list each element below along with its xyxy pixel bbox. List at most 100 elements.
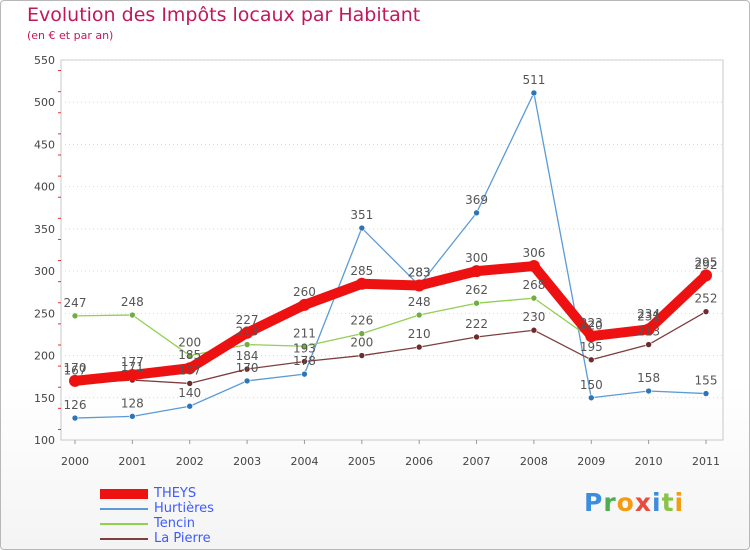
logo-letter: i xyxy=(652,488,662,517)
data-point xyxy=(298,298,311,311)
data-point xyxy=(473,333,480,341)
legend-swatch xyxy=(100,508,148,510)
data-point xyxy=(473,209,480,217)
data-label: 126 xyxy=(64,398,87,412)
data-label: 247 xyxy=(64,296,87,310)
data-label: 234 xyxy=(637,307,660,321)
data-point xyxy=(186,352,194,359)
data-label: 158 xyxy=(637,371,660,385)
data-point xyxy=(358,352,366,359)
logo-letter: r xyxy=(603,488,617,517)
data-label: 210 xyxy=(408,327,431,341)
data-point xyxy=(71,414,79,422)
data-point xyxy=(355,277,368,290)
y-tick-label: 250 xyxy=(34,307,55,320)
data-label: 222 xyxy=(465,317,488,331)
data-label: 231 xyxy=(637,309,660,323)
x-tick-label: 2002 xyxy=(176,455,204,468)
data-point xyxy=(415,311,423,319)
data-point xyxy=(241,326,254,339)
y-tick-label: 500 xyxy=(34,96,55,109)
data-point xyxy=(69,374,81,387)
data-point xyxy=(301,342,308,350)
data-label: 170 xyxy=(236,361,259,375)
x-tick-label: 2003 xyxy=(233,455,261,468)
data-label: 292 xyxy=(695,258,718,272)
series-line xyxy=(70,261,711,386)
data-point xyxy=(186,402,194,410)
data-label: 252 xyxy=(695,292,718,306)
data-label: 200 xyxy=(178,336,201,350)
data-point xyxy=(413,279,426,292)
proxiti-logo: Proxiti xyxy=(584,488,684,517)
legend-label: Tencin xyxy=(154,516,195,531)
series-line xyxy=(74,92,707,419)
chart-title: Evolution des Impôts locaux par Habitant xyxy=(27,4,421,26)
data-label: 178 xyxy=(293,354,316,368)
data-point xyxy=(587,394,595,402)
legend-label: Hurtières xyxy=(154,501,214,516)
data-point xyxy=(186,380,194,387)
data-label: 193 xyxy=(293,341,316,355)
x-tick-label: 2011 xyxy=(692,455,720,468)
y-tick-label: 450 xyxy=(34,138,55,151)
data-label: 200 xyxy=(350,336,373,350)
x-tick-label: 2000 xyxy=(61,455,89,468)
data-point xyxy=(585,330,598,343)
data-point xyxy=(702,390,710,397)
data-label: 167 xyxy=(178,363,201,377)
y-tick-label: 300 xyxy=(34,265,55,278)
data-label: 268 xyxy=(522,278,545,292)
data-label: 260 xyxy=(293,285,316,299)
data-point xyxy=(530,326,538,334)
data-point xyxy=(587,356,595,364)
data-label: 185 xyxy=(178,348,201,362)
plot-area xyxy=(60,59,724,441)
data-point xyxy=(415,343,423,351)
legend-label: La Pierre xyxy=(154,531,211,546)
data-label: 227 xyxy=(236,313,259,327)
y-tick-label: 400 xyxy=(34,181,55,194)
y-tick-label: 200 xyxy=(34,350,55,363)
data-point xyxy=(301,358,308,365)
data-label: 220 xyxy=(580,319,603,333)
data-label: 248 xyxy=(408,295,431,309)
data-label: 351 xyxy=(350,208,373,222)
data-label: 155 xyxy=(695,374,718,388)
data-point xyxy=(645,341,652,348)
data-point xyxy=(702,308,710,315)
data-point xyxy=(243,341,251,348)
x-tick-label: 2009 xyxy=(577,455,605,468)
data-point xyxy=(358,330,366,337)
data-label: 369 xyxy=(465,193,488,207)
x-tick-label: 2001 xyxy=(118,455,146,468)
data-label: 306 xyxy=(522,246,545,260)
data-label: 140 xyxy=(178,386,201,400)
data-point xyxy=(243,365,251,373)
data-point xyxy=(470,265,483,278)
data-point xyxy=(358,224,366,232)
data-label: 213 xyxy=(236,325,259,339)
data-label: 230 xyxy=(522,310,545,324)
legend-swatch xyxy=(100,538,148,540)
data-label: 511 xyxy=(522,73,545,87)
data-label: 295 xyxy=(695,255,718,269)
data-label: 285 xyxy=(350,264,373,278)
logo-letter: t xyxy=(661,488,675,517)
data-point xyxy=(530,294,538,302)
data-label: 283 xyxy=(408,265,431,279)
data-label: 184 xyxy=(236,349,259,363)
data-label: 213 xyxy=(637,325,660,339)
data-label: 171 xyxy=(121,360,144,374)
data-point xyxy=(530,89,538,97)
data-point xyxy=(700,269,712,282)
data-point xyxy=(129,413,136,420)
data-label: 283 xyxy=(408,265,431,279)
x-tick-label: 2004 xyxy=(290,455,318,468)
logo-letter: P xyxy=(584,488,604,517)
data-point xyxy=(527,260,540,273)
data-point xyxy=(126,368,139,381)
legend-swatch xyxy=(100,489,148,499)
legend-label: THEYS xyxy=(154,486,197,501)
data-label: 170 xyxy=(64,361,87,375)
